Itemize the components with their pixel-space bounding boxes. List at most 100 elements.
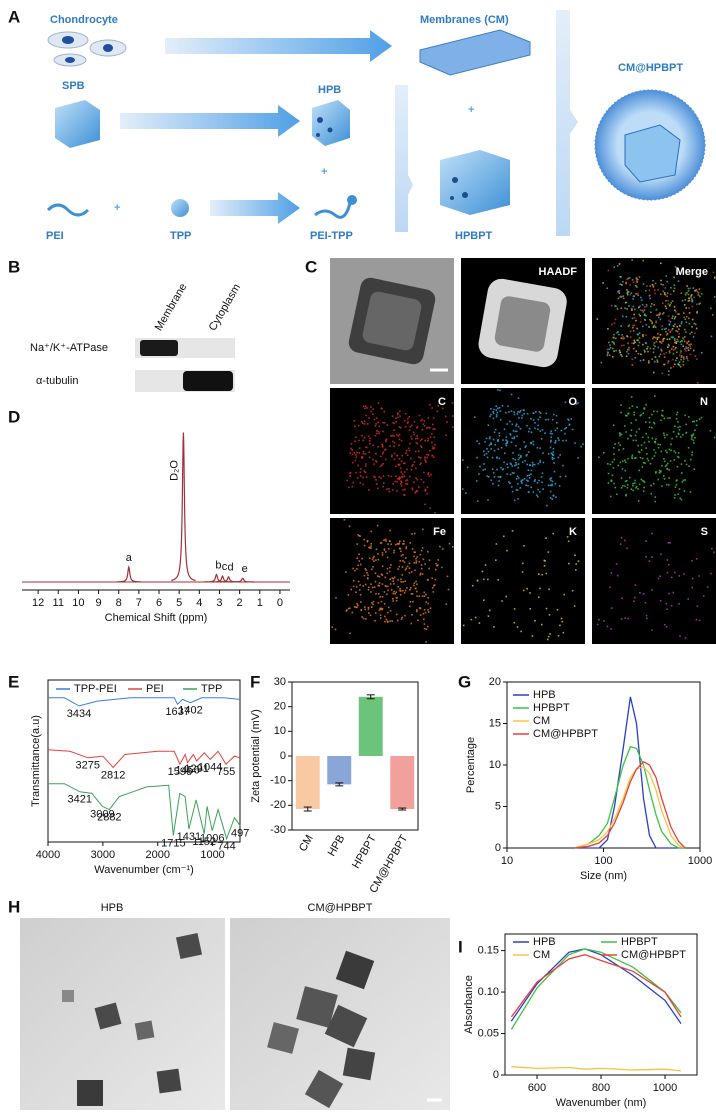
eds-signal	[631, 456, 633, 458]
eds-signal	[474, 616, 477, 619]
eds-signal	[482, 469, 485, 471]
eds-signal	[547, 551, 550, 553]
eds-signal	[484, 468, 486, 471]
eds-signal	[391, 434, 394, 437]
eds-signal	[694, 332, 696, 334]
eds-signal	[363, 544, 366, 547]
eds-signal	[446, 421, 448, 423]
eds-signal	[492, 472, 495, 474]
eds-signal	[624, 617, 626, 619]
hpbpt-icon	[440, 150, 510, 215]
eds-signal	[432, 446, 434, 448]
eds-cell	[592, 388, 716, 514]
eds-signal	[682, 364, 685, 366]
eds-signal	[666, 483, 668, 486]
eds-signal	[681, 481, 684, 483]
eds-signal	[692, 439, 695, 442]
eds-signal	[349, 475, 351, 477]
legend-label: CM	[533, 949, 550, 961]
eds-signal	[675, 311, 677, 313]
eds-signal	[681, 300, 684, 302]
eds-signal	[622, 448, 625, 450]
eds-signal	[621, 597, 623, 600]
eds-signal	[658, 355, 661, 358]
eds-signal	[396, 412, 399, 414]
particle	[304, 1069, 344, 1109]
eds-signal	[668, 469, 670, 471]
eds-signal	[620, 307, 622, 309]
eds-signal	[416, 442, 419, 445]
eds-signal	[360, 468, 362, 470]
eds-signal	[526, 424, 528, 427]
y-tick-label: 10	[489, 759, 501, 771]
eds-signal	[668, 484, 670, 486]
eds-signal	[361, 616, 363, 618]
eds-signal	[386, 488, 388, 490]
eds-signal	[531, 635, 534, 637]
eds-signal	[393, 445, 395, 447]
eds-signal	[635, 487, 637, 489]
eds-signal	[637, 339, 639, 342]
eds-signal	[377, 575, 379, 577]
eds-signal	[544, 432, 546, 434]
eds-signal	[648, 361, 650, 364]
eds-signal	[437, 559, 439, 561]
eds-signal	[684, 459, 686, 462]
eds-signal	[666, 571, 669, 574]
eds-signal	[398, 476, 401, 479]
eds-signal	[653, 289, 656, 291]
eds-signal	[494, 428, 497, 431]
eds-signal	[356, 543, 359, 545]
arrow	[210, 192, 300, 224]
eds-signal	[404, 614, 406, 617]
eds-signal	[389, 620, 391, 622]
eds-signal	[532, 463, 534, 466]
eds-signal	[666, 280, 668, 283]
eds-signal	[478, 622, 481, 624]
eds-signal	[550, 436, 553, 438]
particle-core	[362, 291, 422, 351]
eds-signal	[503, 428, 506, 430]
eds-signal	[645, 303, 648, 306]
eds-signal	[662, 290, 665, 293]
eds-signal	[483, 450, 485, 453]
eds-signal	[392, 600, 394, 602]
eds-signal	[680, 350, 682, 352]
eds-signal	[672, 352, 675, 355]
eds-signal	[642, 310, 645, 313]
eds-signal	[488, 437, 491, 440]
eds-signal	[427, 426, 429, 429]
eds-signal	[659, 353, 662, 356]
eds-signal	[637, 293, 639, 295]
eds-signal	[517, 411, 519, 413]
eds-signal	[404, 557, 407, 559]
panel-letter: A	[8, 7, 20, 26]
eds-signal	[545, 418, 547, 421]
eds-signal	[434, 444, 436, 446]
eds-signal	[626, 292, 629, 295]
eds-signal	[479, 465, 481, 468]
eds-signal	[352, 567, 354, 570]
eds-signal	[641, 436, 644, 439]
eds-signal	[398, 477, 401, 480]
eds-signal	[683, 304, 686, 306]
eds-signal	[425, 461, 427, 464]
eds-signal	[626, 308, 628, 310]
y-tick-label: 0	[495, 842, 501, 854]
eds-signal	[381, 446, 384, 448]
eds-signal	[393, 452, 396, 455]
eds-signal	[369, 437, 371, 440]
eds-signal	[433, 436, 435, 438]
eds-signal	[498, 435, 501, 437]
eds-signal	[673, 284, 676, 286]
eds-signal	[643, 408, 646, 410]
y-tick-label: 0	[493, 1069, 499, 1081]
eds-signal	[381, 552, 384, 554]
eds-signal	[642, 462, 645, 464]
eds-signal	[424, 503, 426, 506]
legend-label: HPBPT	[533, 702, 570, 714]
eds-signal	[545, 607, 548, 610]
eds-signal	[607, 269, 610, 272]
eds-signal	[505, 439, 507, 441]
eds-signal	[640, 478, 643, 481]
